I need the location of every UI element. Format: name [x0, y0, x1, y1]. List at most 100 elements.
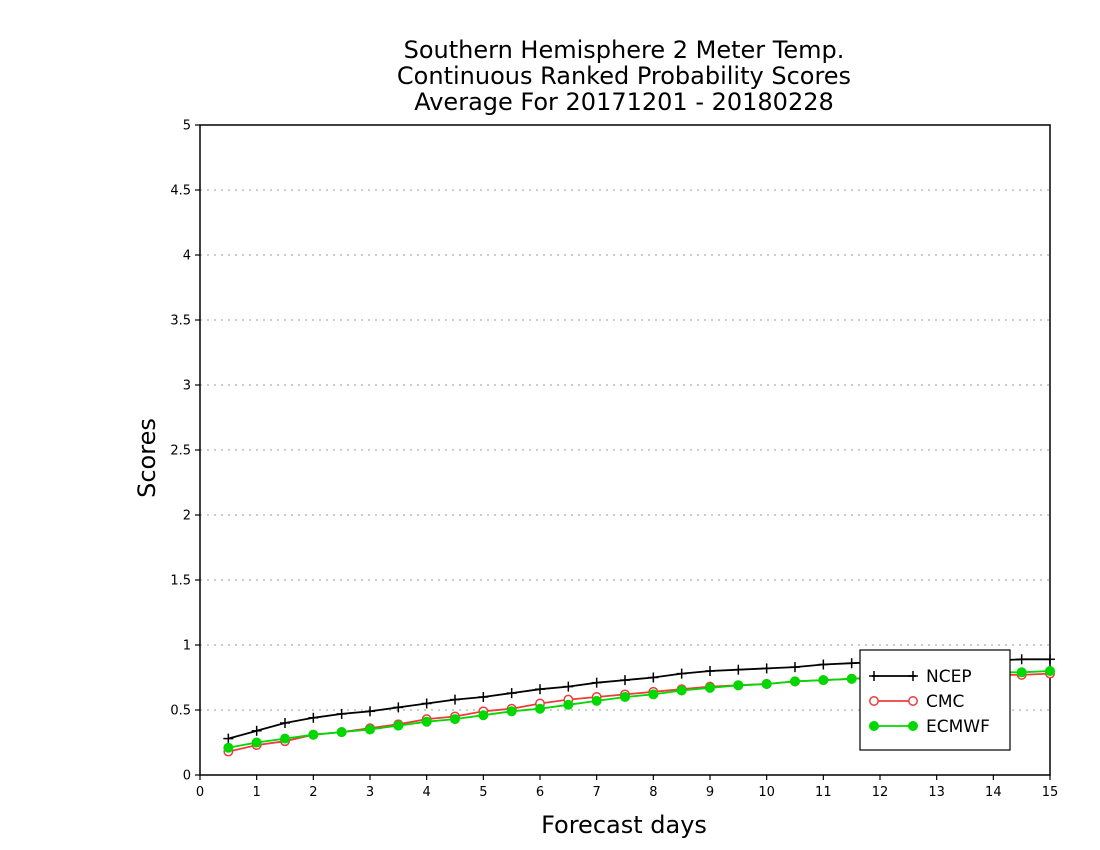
legend-item-ecmwf: ECMWF	[869, 717, 990, 737]
x-tick-label: 9	[706, 785, 714, 800]
point-ncep	[478, 692, 489, 702]
legend-label-ecmwf: ECMWF	[926, 717, 990, 737]
chart-title-line-2: Continuous Ranked Probability Scores	[397, 62, 851, 90]
chart-title-line-1: Southern Hemisphere 2 Meter Temp.	[404, 36, 845, 64]
x-tick-label: 10	[758, 785, 775, 800]
point-ecmwf	[620, 692, 630, 702]
point-ecmwf	[478, 710, 489, 721]
point-ncep	[506, 688, 517, 699]
x-tick-label: 6	[536, 785, 544, 800]
point-ecmwf	[591, 695, 602, 706]
legend-marker-cmc	[908, 696, 918, 706]
point-ecmwf	[790, 676, 800, 687]
x-tick-label: 2	[309, 785, 317, 800]
y-tick-label: 4	[183, 249, 191, 264]
point-ecmwf	[535, 703, 545, 714]
point-ecmwf	[280, 733, 290, 744]
point-ecmwf	[648, 689, 659, 700]
legend-marker-ecmwf	[908, 721, 918, 731]
y-tick-label: 1.5	[170, 574, 191, 589]
y-tick-label: 0.5	[170, 704, 191, 719]
point-ncep	[251, 725, 262, 736]
y-tick-label: 1	[183, 639, 191, 654]
point-ncep	[280, 718, 290, 728]
point-ncep	[705, 666, 715, 676]
point-ecmwf	[223, 742, 234, 753]
point-ecmwf	[251, 737, 262, 748]
x-tick-label: 11	[815, 785, 832, 800]
x-tick-label: 1	[253, 785, 261, 800]
point-ncep	[308, 712, 319, 723]
x-tick-label: 13	[928, 785, 945, 800]
point-ecmwf	[705, 682, 715, 693]
legend-item-cmc: CMC	[869, 692, 964, 712]
point-ncep	[818, 659, 829, 670]
point-ecmwf	[563, 699, 574, 710]
point-ecmwf	[506, 706, 517, 717]
x-axis-title: Forecast days	[541, 811, 707, 839]
y-axis-title: Scores	[133, 418, 161, 498]
y-tick-label: 4.5	[170, 184, 191, 199]
point-ncep	[648, 672, 659, 683]
point-ncep	[393, 702, 404, 713]
point-ncep	[761, 663, 772, 674]
x-tick-label: 4	[423, 785, 431, 800]
x-tick-label: 0	[196, 785, 204, 800]
legend-marker-ecmwf	[869, 721, 879, 731]
point-ecmwf	[393, 720, 404, 731]
y-tick-label: 0	[183, 769, 191, 784]
x-tick-label: 12	[872, 785, 889, 800]
x-tick-label: 5	[479, 785, 487, 800]
point-ncep	[563, 681, 574, 692]
legend-box	[859, 649, 1011, 751]
axis-ticks: 00.511.522.533.544.550 1 2 3 4 5 6 7 8 9 10 11 12 13 1…	[170, 119, 1058, 801]
point-ncep	[535, 684, 545, 695]
chart-title: Southern Hemisphere 2 Meter Temp. Contin…	[397, 36, 851, 116]
legend-label-ncep: NCEP	[926, 667, 972, 687]
legend-item-ncep: NCEP	[869, 667, 972, 687]
point-ncep	[1016, 654, 1027, 665]
y-tick-label: 3	[183, 379, 191, 394]
point-ncep	[676, 668, 687, 679]
point-ecmwf	[450, 714, 460, 725]
point-ncep	[421, 698, 432, 709]
point-ecmwf	[336, 727, 347, 738]
point-ecmwf	[676, 685, 687, 696]
legend-marker-cmc	[869, 696, 879, 706]
point-ncep	[223, 733, 234, 744]
x-tick-label: 14	[985, 785, 1002, 800]
point-ecmwf	[733, 680, 744, 691]
point-ncep	[365, 706, 375, 717]
legend: NCEP CMC ECMWF	[859, 649, 1011, 751]
point-ecmwf	[818, 675, 829, 686]
point-ncep	[620, 675, 630, 686]
point-ecmwf	[761, 679, 772, 689]
point-ncep	[790, 662, 800, 673]
point-ncep	[733, 664, 744, 675]
point-ecmwf	[1045, 666, 1055, 676]
legend-marker-ncep	[908, 671, 918, 681]
y-tick-label: 2	[183, 509, 191, 524]
point-ecmwf	[365, 724, 375, 735]
point-ecmwf	[846, 673, 857, 684]
legend-marker-ncep	[869, 671, 879, 681]
x-tick-label: 8	[649, 785, 657, 800]
x-tick-label: 7	[593, 785, 601, 800]
chart-title-line-3: Average For 20171201 - 20180228	[414, 88, 834, 116]
point-ecmwf	[421, 716, 432, 727]
point-ncep	[1045, 654, 1055, 665]
x-tick-label: 3	[366, 785, 374, 800]
y-tick-label: 2.5	[170, 444, 191, 459]
point-ncep	[450, 694, 460, 705]
point-ecmwf	[308, 729, 319, 740]
x-tick-label: 15	[1042, 785, 1059, 800]
legend-label-cmc: CMC	[926, 692, 964, 712]
point-ecmwf	[1016, 667, 1027, 678]
point-ncep	[336, 708, 347, 719]
y-tick-label: 3.5	[170, 314, 191, 329]
y-tick-label: 5	[183, 119, 191, 134]
grid-lines	[200, 189, 1050, 711]
point-ncep	[591, 677, 602, 688]
point-ncep	[846, 658, 857, 669]
